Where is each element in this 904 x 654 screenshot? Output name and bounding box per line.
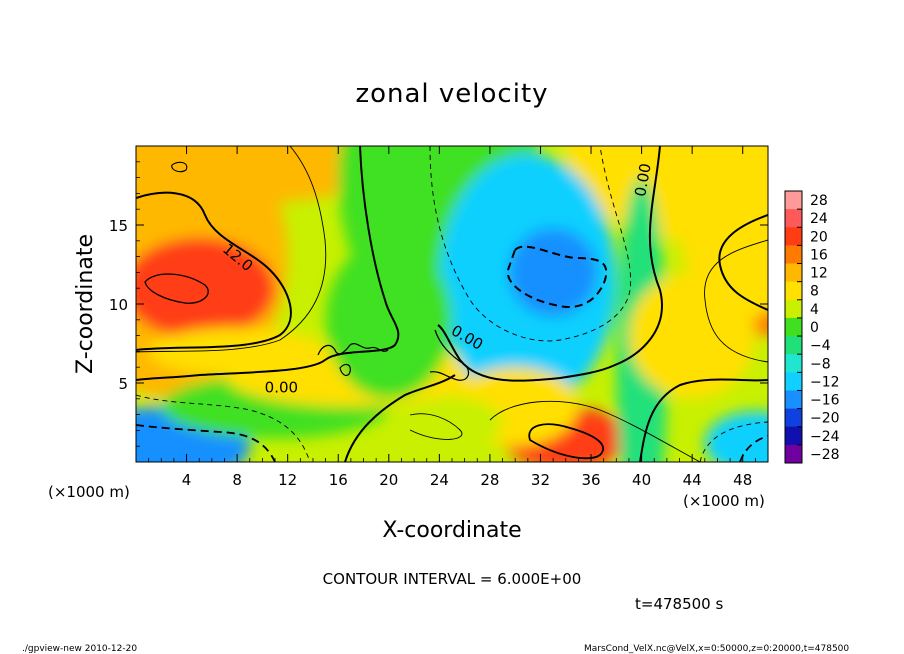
time-label: t=478500 s: [635, 595, 723, 613]
colorbar-swatch: [785, 445, 802, 464]
y-tick-label: 10: [109, 296, 128, 314]
colorbar-label: 20: [810, 229, 828, 245]
x-unit-label-right: (×1000 m): [683, 492, 765, 510]
y-tick-label: 5: [118, 375, 128, 393]
colorbar-label: 24: [810, 211, 828, 227]
x-axis-label: X-coordinate: [382, 518, 521, 543]
colorbar-label: −8: [810, 356, 831, 372]
colorbar-label: 28: [810, 193, 828, 209]
colorbar-label: −12: [810, 374, 840, 390]
field-region-17: [401, 397, 502, 448]
contour-label-3: 0.00: [265, 378, 298, 396]
x-tick-label: 4: [182, 471, 192, 489]
colorbar-label: 0: [810, 320, 819, 336]
colorbar-swatch: [785, 318, 802, 337]
footer-left: ./gpview-new 2010-12-20: [22, 644, 137, 654]
x-tick-label: 12: [278, 471, 297, 489]
colorbar-label: −4: [810, 338, 831, 354]
colorbar-swatch: [785, 409, 802, 428]
colorbar-label: −28: [810, 447, 840, 463]
colorbar-label: 12: [810, 266, 828, 282]
colorbar-swatch: [785, 264, 802, 283]
colorbar-swatch: [785, 191, 802, 210]
colorbar-swatch: [785, 336, 802, 355]
colorbar-swatch: [785, 245, 802, 264]
colorbar-swatch: [785, 227, 802, 246]
colorbar-label: 16: [810, 247, 828, 263]
colorbar: 28 24 20 16 12 8 4 0 −4 −8 −12 −16 −20 −24 −28: [785, 191, 840, 464]
x-tick-label: 48: [733, 471, 752, 489]
colorbar-label: −24: [810, 429, 840, 445]
field-region-10: [509, 228, 597, 316]
colorbar-label: 4: [810, 302, 819, 318]
colorbar-swatch: [785, 209, 802, 228]
x-tick-label: 32: [531, 471, 550, 489]
colorbar-label: −16: [810, 393, 840, 409]
colorbar-swatch: [785, 354, 802, 373]
y-tick-label: 15: [109, 217, 128, 235]
x-tick-label: 8: [232, 471, 242, 489]
colorbar-swatch: [785, 372, 802, 391]
x-tick-label: 16: [329, 471, 348, 489]
contour-interval-text: CONTOUR INTERVAL = 6.000E+00: [323, 570, 582, 588]
x-tick-label: 28: [480, 471, 499, 489]
chart-title: zonal velocity: [355, 79, 548, 109]
colorbar-label: −20: [810, 411, 840, 427]
colorbar-swatch: [785, 282, 802, 301]
field-region-4: [123, 238, 275, 339]
x-tick-label: 44: [683, 471, 702, 489]
colorbar-label: 8: [810, 284, 819, 300]
x-tick-label: 20: [379, 471, 398, 489]
footer-right: MarsCond_VelX.nc@VelX,x=0:50000,z=0:2000…: [584, 644, 849, 654]
colorbar-swatch: [785, 427, 802, 446]
x-tick-label: 36: [581, 471, 600, 489]
y-axis-label: Z-coordinate: [73, 234, 98, 374]
x-tick-label: 24: [430, 471, 449, 489]
x-unit-label-left: (×1000 m): [48, 483, 130, 501]
x-tick-label: 40: [632, 471, 651, 489]
colorbar-swatch: [785, 390, 802, 409]
colorbar-swatch: [785, 300, 802, 319]
